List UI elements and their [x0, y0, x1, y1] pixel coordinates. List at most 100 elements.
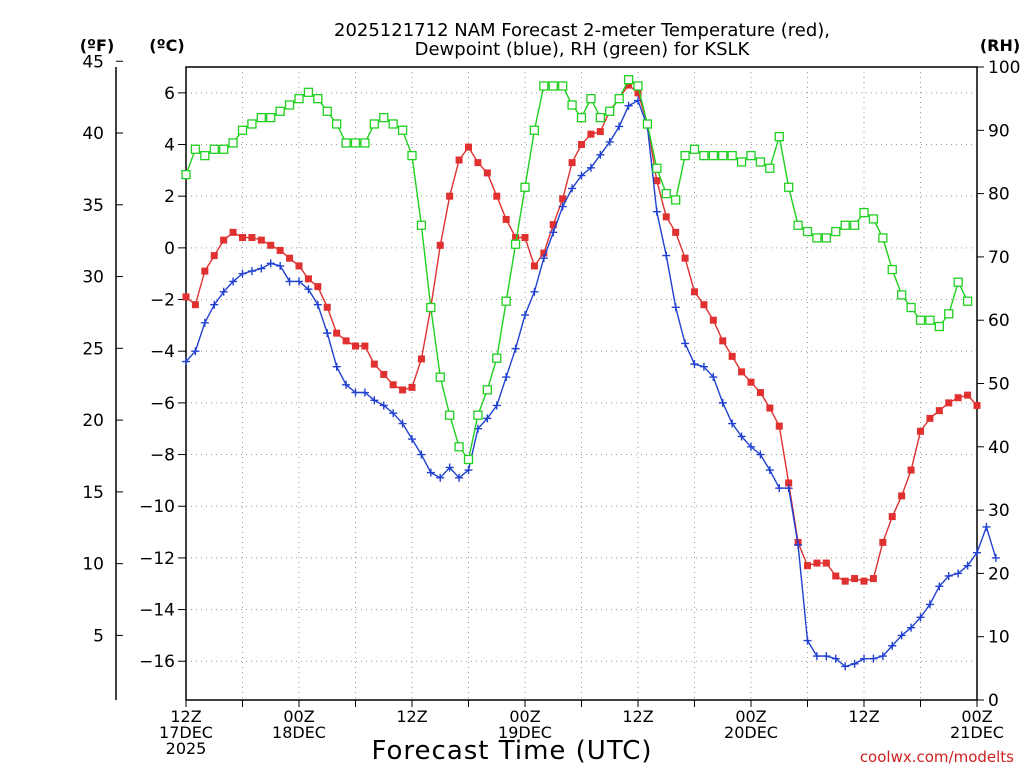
- fahrenheit-tick-label: 5: [93, 626, 104, 646]
- temperature-point: [888, 513, 896, 521]
- dewpoint-point: [200, 318, 209, 327]
- dewpoint-point: [860, 654, 868, 663]
- temperature-point: [662, 213, 670, 221]
- rh-point: [614, 94, 624, 104]
- celsius-tick-label: 0: [164, 239, 175, 259]
- dewpoint-point: [229, 277, 238, 286]
- rh-point: [652, 163, 662, 173]
- dewpoint-point: [888, 641, 897, 650]
- rh-tick-label: 20: [988, 564, 1010, 584]
- dewpoint-point: [342, 380, 351, 389]
- dewpoint-point: [916, 613, 925, 622]
- rh-point: [529, 125, 540, 135]
- dewpoint-point: [831, 654, 840, 663]
- dewpoint-point: [869, 654, 878, 663]
- rh-point: [915, 315, 926, 325]
- rh-point: [256, 112, 266, 123]
- rh-point: [558, 81, 568, 91]
- temperature-point: [229, 228, 237, 236]
- temperature-point: [267, 241, 275, 249]
- temperature-point: [352, 342, 359, 350]
- temperature-point: [973, 401, 981, 409]
- temperature-point: [832, 572, 840, 580]
- fahrenheit-tick-label: 20: [82, 411, 104, 431]
- rh-point: [642, 119, 653, 129]
- rh-point: [887, 264, 897, 275]
- temperature-point: [530, 262, 538, 270]
- temperature-point: [465, 143, 472, 151]
- rh-point: [266, 112, 276, 123]
- temperature-point: [756, 389, 764, 397]
- temperature-point: [549, 221, 557, 229]
- series-layer: [181, 75, 1000, 671]
- temperature-point: [879, 538, 887, 546]
- dewpoint-point: [426, 468, 435, 477]
- temperature-point: [596, 128, 604, 136]
- dewpoint-point: [389, 409, 398, 418]
- temperature-point: [276, 246, 284, 254]
- temperature-point: [860, 577, 868, 585]
- dewpoint-point: [596, 150, 605, 159]
- x-tick-label: 00Z: [283, 707, 314, 726]
- dewpoint-point: [313, 300, 322, 309]
- rh-point: [219, 144, 229, 154]
- rh-point: [605, 106, 615, 116]
- temperature-point: [822, 559, 830, 567]
- dewpoint-point: [690, 360, 699, 369]
- temperature-point: [898, 492, 906, 500]
- dewpoint-point: [775, 484, 784, 493]
- celsius-tick-label: −14: [139, 601, 175, 621]
- rh-tick-label: 40: [988, 438, 1010, 458]
- rh-point: [671, 195, 681, 205]
- temperature-point: [399, 386, 407, 394]
- rh-point: [765, 163, 775, 173]
- dewpoint-point: [511, 344, 520, 353]
- rh-point: [897, 290, 907, 300]
- rh-point: [463, 454, 474, 465]
- temperature-point: [512, 234, 520, 242]
- dewpoint-point: [502, 373, 511, 382]
- rh-point: [237, 125, 248, 135]
- rh-point: [200, 150, 210, 161]
- temperature-point: [587, 130, 595, 138]
- dewpoint-point: [521, 311, 529, 320]
- rh-tick-label: 100: [988, 58, 1020, 78]
- dewpoint-point: [662, 251, 671, 260]
- x-tick-label: 21DEC: [950, 723, 1004, 742]
- temperature-point: [578, 141, 585, 149]
- dewpoint-point: [756, 450, 765, 459]
- celsius-tick-label: −16: [139, 652, 175, 672]
- temperature-point: [342, 337, 350, 345]
- temperature-point: [672, 228, 680, 236]
- dewpoint-point: [398, 419, 407, 428]
- rh-point: [774, 131, 784, 142]
- rh-point: [445, 410, 455, 420]
- dewpoint-point: [586, 163, 595, 172]
- dewpoint-point: [709, 373, 718, 382]
- dewpoint-point: [558, 202, 567, 211]
- dewpoint-point: [954, 569, 963, 578]
- dewpoint-point: [681, 339, 690, 348]
- temperature-point: [935, 407, 943, 415]
- rh-point: [567, 100, 577, 110]
- temperature-point: [436, 241, 444, 249]
- temperature-point: [220, 236, 228, 244]
- x-tick-label: 12Z: [396, 707, 427, 726]
- dewpoint-point: [417, 450, 426, 459]
- temperature-point: [964, 391, 972, 399]
- rh-point: [228, 138, 238, 148]
- dewpoint-point: [182, 357, 190, 366]
- rh-tick-label: 70: [988, 248, 1010, 268]
- rh-point: [388, 119, 398, 129]
- rh-point: [341, 138, 351, 148]
- rh-tick-label: 90: [988, 121, 1010, 141]
- rh-point: [812, 233, 822, 243]
- temperature-point: [502, 215, 510, 223]
- dewpoint-point: [822, 652, 831, 661]
- celsius-tick-label: 2: [164, 187, 175, 207]
- rh-point: [369, 119, 379, 129]
- rh-point: [379, 112, 389, 123]
- celsius-unit-label: (ºC): [149, 36, 184, 55]
- temperature-point: [201, 267, 209, 275]
